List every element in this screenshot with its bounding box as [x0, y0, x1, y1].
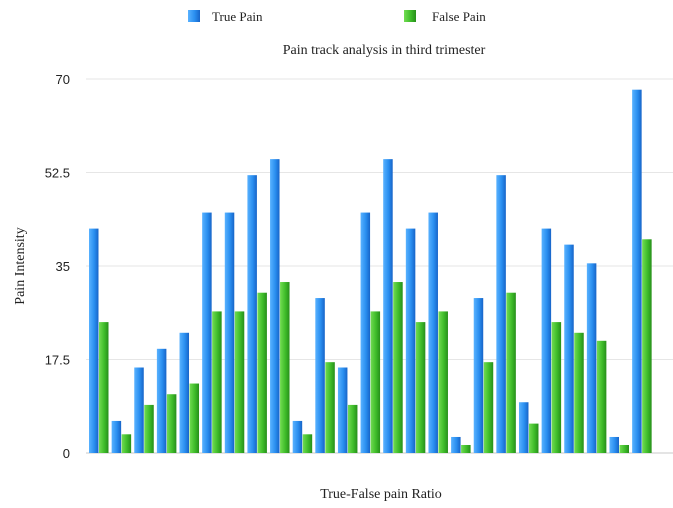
bars: [89, 89, 652, 454]
bar-false-pain: [574, 332, 584, 453]
bar-true-pain: [518, 402, 529, 453]
bar-false-pain: [166, 394, 177, 453]
bar-false-pain: [461, 444, 471, 453]
bar-false-pain: [370, 311, 381, 453]
bar-true-pain: [383, 159, 393, 453]
y-tick-label: 35: [56, 259, 70, 274]
bar-true-pain: [179, 332, 190, 453]
bar-true-pain: [541, 228, 552, 453]
bar-false-pain: [393, 282, 403, 453]
bar-true-pain: [496, 175, 506, 454]
bar-true-pain: [134, 367, 144, 453]
bar-false-pain: [257, 292, 267, 453]
chart-title: Pain track analysis in third trimester: [283, 43, 486, 58]
bar-false-pain: [121, 434, 132, 453]
bar-false-pain: [596, 340, 607, 453]
bar-false-pain: [438, 311, 448, 453]
bar-true-pain: [609, 436, 619, 453]
bar-true-pain: [632, 89, 642, 453]
bar-true-pain: [586, 263, 597, 453]
legend: True Pain False Pain: [188, 9, 486, 24]
bar-false-pain: [99, 322, 109, 453]
y-tick-label: 0: [63, 446, 70, 461]
bar-false-pain: [506, 292, 516, 453]
bar-false-pain: [325, 362, 335, 453]
bar-true-pain: [360, 212, 371, 453]
bar-true-pain: [270, 159, 280, 453]
bar-true-pain: [292, 420, 303, 453]
bar-false-pain: [415, 322, 426, 453]
bar-true-pain: [473, 298, 484, 453]
bar-true-pain: [89, 228, 99, 453]
bar-true-pain: [337, 367, 348, 453]
bar-false-pain: [551, 322, 562, 453]
bar-false-pain: [280, 282, 290, 453]
bar-true-pain: [451, 436, 461, 453]
bar-true-pain: [247, 175, 257, 454]
y-axis-label: Pain Intensity: [13, 227, 28, 304]
y-tick-label: 17.5: [45, 353, 70, 368]
y-tick-label: 52.5: [45, 166, 70, 181]
bar-true-pain: [315, 298, 325, 453]
bar-true-pain: [111, 420, 122, 453]
bar-false-pain: [144, 404, 154, 453]
bar-false-pain: [189, 383, 200, 453]
bar-false-pain: [212, 311, 222, 453]
bar-true-pain: [564, 244, 574, 453]
bar-false-pain: [234, 311, 245, 453]
legend-label-true-pain: True Pain: [212, 9, 263, 24]
x-axis-label: True-False pain Ratio: [320, 487, 442, 502]
y-tick-label: 70: [56, 72, 70, 87]
bar-true-pain: [405, 228, 416, 453]
bar-true-pain: [156, 348, 167, 453]
legend-swatch-true-pain: [188, 10, 200, 22]
bar-true-pain: [224, 212, 235, 453]
bar-false-pain: [642, 239, 652, 453]
bar-false-pain: [302, 434, 313, 453]
bar-false-pain: [528, 423, 539, 453]
bar-false-pain: [619, 444, 629, 453]
bar-false-pain: [483, 362, 494, 453]
bar-false-pain: [347, 404, 358, 453]
legend-label-false-pain: False Pain: [432, 9, 486, 24]
bar-true-pain: [202, 212, 212, 453]
bar-true-pain: [428, 212, 438, 453]
y-axis-ticks: 0 17.5 35 52.5 70: [45, 72, 70, 461]
legend-swatch-false-pain: [404, 10, 416, 22]
